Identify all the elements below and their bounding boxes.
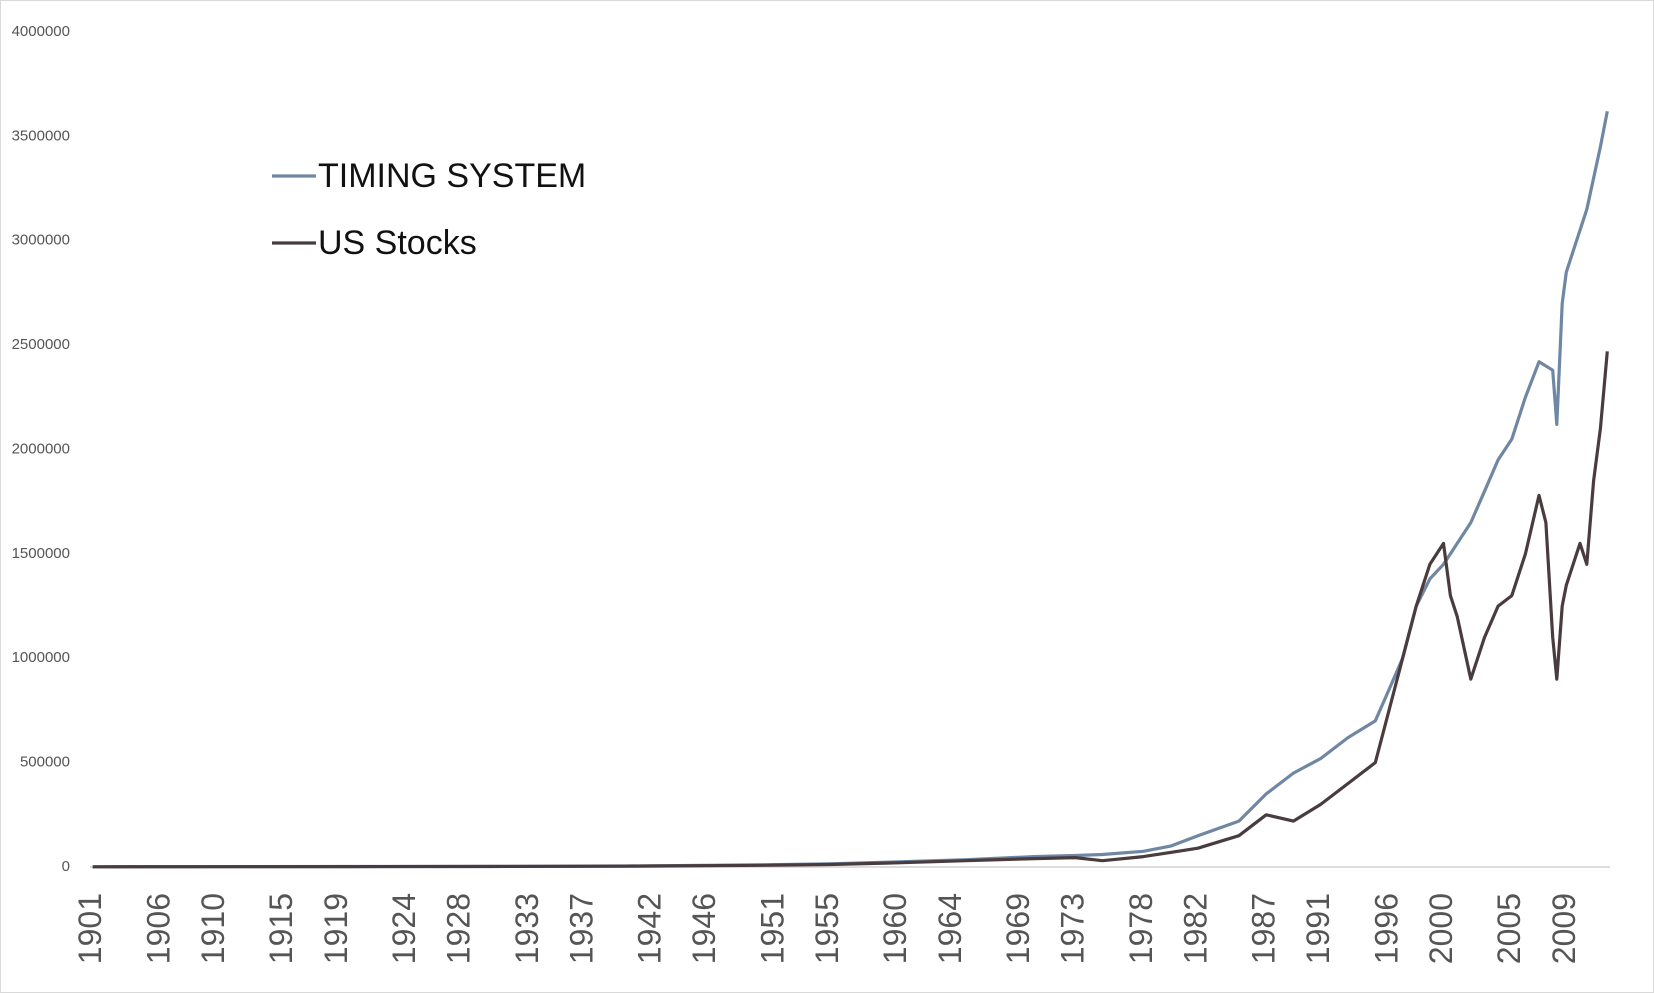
- x-tick-label: 1969: [1000, 893, 1036, 964]
- x-tick-label: 1964: [932, 893, 968, 964]
- x-tick-label: 1928: [441, 893, 477, 964]
- x-tick-label: 1982: [1177, 893, 1213, 964]
- x-tick-label: 1933: [509, 893, 545, 964]
- y-tick-label: 3500000: [12, 127, 70, 144]
- x-tick-label: 1919: [318, 893, 354, 964]
- y-tick-label: 1000000: [12, 649, 70, 666]
- x-tick-label: 1960: [877, 893, 913, 964]
- series-line: [92, 351, 1609, 869]
- x-tick-label: 2000: [1423, 893, 1459, 964]
- x-tick-label: 1942: [632, 893, 668, 964]
- y-tick-label: 4000000: [12, 23, 70, 40]
- y-tick-label: 2500000: [12, 336, 70, 353]
- y-tick-label: 500000: [20, 754, 70, 771]
- y-tick-label: 0: [62, 858, 70, 875]
- x-tick-label: 1991: [1300, 893, 1336, 964]
- x-tick-label: 2005: [1491, 893, 1527, 964]
- x-tick-label: 2009: [1546, 893, 1582, 964]
- x-tick-label: 1924: [386, 893, 422, 964]
- x-tick-label: 1951: [754, 893, 790, 964]
- x-tick-label: 1915: [263, 893, 299, 964]
- x-tick-label: 1901: [72, 893, 108, 964]
- x-tick-label: 1937: [563, 893, 599, 964]
- x-tick-label: 1973: [1055, 893, 1091, 964]
- legend-label: US Stocks: [318, 224, 477, 262]
- y-tick-label: 1500000: [12, 545, 70, 562]
- legend-label: TIMING SYSTEM: [318, 157, 586, 195]
- x-tick-label: 1906: [140, 893, 176, 964]
- x-tick-label: 1910: [195, 893, 231, 964]
- x-tick-label: 1978: [1123, 893, 1159, 964]
- x-tick-label: 1987: [1246, 893, 1282, 964]
- y-tick-label: 2000000: [12, 440, 70, 457]
- x-tick-label: 1946: [686, 893, 722, 964]
- x-tick-label: 1996: [1368, 893, 1404, 964]
- x-tick-label: 1955: [809, 893, 845, 964]
- y-tick-label: 3000000: [12, 232, 70, 249]
